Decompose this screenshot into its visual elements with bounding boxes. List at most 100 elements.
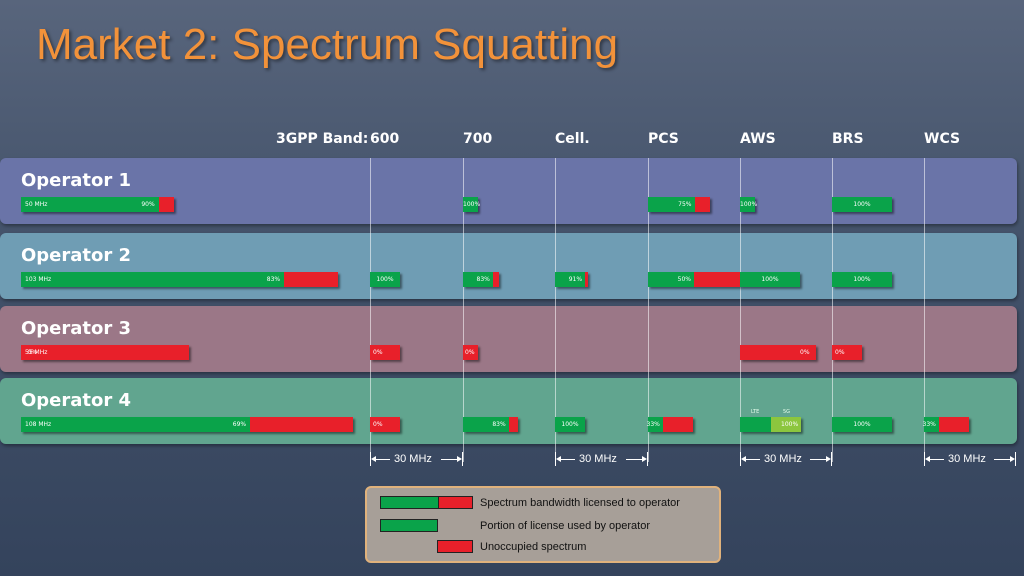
scale-label: 30 MHz <box>579 453 617 465</box>
used-portion <box>463 417 509 432</box>
band-line-pcs <box>648 158 649 462</box>
band-bar-pcs: 33% <box>646 417 693 432</box>
arrow-line-left <box>375 459 390 460</box>
total-license-bar: 50 MHz 90% <box>21 197 174 212</box>
lte-portion <box>740 417 771 432</box>
scale-label: 30 MHz <box>394 453 432 465</box>
operator-name: Operator 1 <box>21 170 132 191</box>
band-header-wcs: WCS <box>924 131 961 147</box>
arrow-line-right <box>626 459 642 460</box>
operator-row-1: Operator 1 <box>0 158 1017 224</box>
operator-name: Operator 4 <box>21 390 132 411</box>
band-bar-700: 100% <box>463 197 481 212</box>
used-portion <box>740 197 755 212</box>
total-license-bar: 108 MHz 69% <box>21 417 353 432</box>
scale-tick-left <box>740 452 741 466</box>
usage-percent-label: 50% <box>677 276 691 283</box>
scale-tick-left <box>555 452 556 466</box>
bandwidth-label: 55 MHz <box>25 349 48 356</box>
scale-tick-left <box>924 452 925 466</box>
usage-percent-label: 83% <box>476 276 490 283</box>
usage-percent-label: 100% <box>376 276 394 283</box>
band-bar-600: 0% <box>370 345 400 360</box>
arrow-line-right <box>441 459 457 460</box>
scale-tick-right <box>831 452 832 466</box>
total-license-bar: 103 MHz 83% <box>21 272 338 287</box>
arrow-left-icon <box>556 456 561 462</box>
band-bar-aws: 0% <box>740 345 816 360</box>
total-license-bar: 55 MHz 0% <box>21 345 189 360</box>
bandwidth-label: 108 MHz <box>25 421 52 428</box>
band-line-wcs <box>924 158 925 462</box>
band-header-aws: AWS <box>740 131 776 147</box>
scale-label: 30 MHz <box>948 453 986 465</box>
band-line-brs <box>832 158 833 462</box>
band-bar-brs: 100% <box>832 417 892 432</box>
arrow-right-icon <box>826 456 831 462</box>
usage-percent-label: 100% <box>561 421 579 428</box>
legend: Spectrum bandwidth licensed to operator … <box>365 486 721 563</box>
legend-used-text: Portion of license used by operator <box>480 520 650 532</box>
used-portion <box>648 417 663 432</box>
arrow-line-left <box>560 459 575 460</box>
usage-percent-label: 100% <box>781 421 799 428</box>
scale-label: 30 MHz <box>764 453 802 465</box>
band-bar-700: 0% <box>463 345 478 360</box>
legend-licensed-swatch <box>380 496 473 509</box>
nr-5g-label: 5G <box>783 409 791 415</box>
band-bar-cell: 91% <box>555 272 588 287</box>
band-bar-aws: 100% <box>740 197 758 212</box>
scale-tick-right <box>647 452 648 466</box>
used-portion <box>370 272 400 287</box>
usage-percent-label: 33% <box>922 421 936 428</box>
band-header-600: 600 <box>370 131 400 147</box>
band-header-pcs: PCS <box>648 131 679 147</box>
usage-percent-label: 0% <box>373 421 383 428</box>
band-line-700 <box>463 158 464 462</box>
used-portion <box>21 197 159 212</box>
usage-percent-label: 75% <box>678 201 692 208</box>
arrow-line-right <box>810 459 826 460</box>
arrow-right-icon <box>642 456 647 462</box>
used-portion <box>463 197 478 212</box>
band-bar-aws: 100% <box>740 417 801 432</box>
legend-unoccupied-swatch <box>437 540 473 553</box>
used-portion <box>648 272 694 287</box>
band-bar-pcs: 50% <box>648 272 740 287</box>
lte-label: LTE <box>751 409 760 415</box>
band-line-cell <box>555 158 556 462</box>
band-bar-600: 100% <box>370 272 400 287</box>
bandwidth-label: 50 MHz <box>25 201 48 208</box>
arrow-line-left <box>929 459 944 460</box>
legend-unoccupied-text: Unoccupied spectrum <box>480 541 587 553</box>
usage-percent-label: 0% <box>465 349 475 356</box>
usage-percent-label: 69% <box>232 421 247 428</box>
usage-percent-label: 33% <box>646 421 660 428</box>
arrow-left-icon <box>741 456 746 462</box>
used-portion <box>740 272 800 287</box>
scale-tick-right <box>1015 452 1016 466</box>
scale-marker-2: 30 MHz <box>555 452 648 467</box>
operator-row-3: Operator 3 <box>0 306 1017 372</box>
usage-percent-label: 100% <box>761 276 779 283</box>
bandwidth-label: 103 MHz <box>25 276 52 283</box>
band-line-600 <box>370 158 371 462</box>
usage-percent-label: 0% <box>373 349 383 356</box>
usage-percent-label: 0% <box>835 349 845 356</box>
used-portion <box>832 272 892 287</box>
used-portion <box>555 417 585 432</box>
arrow-right-icon <box>457 456 462 462</box>
usage-percent-label: 0% <box>27 349 37 356</box>
arrow-line-right <box>994 459 1010 460</box>
band-bar-600: 0% <box>370 417 400 432</box>
operator-name: Operator 3 <box>21 318 132 339</box>
used-portion <box>832 197 892 212</box>
usage-percent-label: 90% <box>141 201 155 208</box>
usage-percent-label: 0% <box>800 349 810 356</box>
band-bar-brs: 100% <box>832 197 892 212</box>
used-portion <box>555 272 586 287</box>
usage-percent-label: 100% <box>463 201 481 208</box>
band-header-700: 700 <box>463 131 493 147</box>
usage-percent-label: 100% <box>740 201 758 208</box>
band-header-label: 3GPP Band: <box>276 131 369 147</box>
